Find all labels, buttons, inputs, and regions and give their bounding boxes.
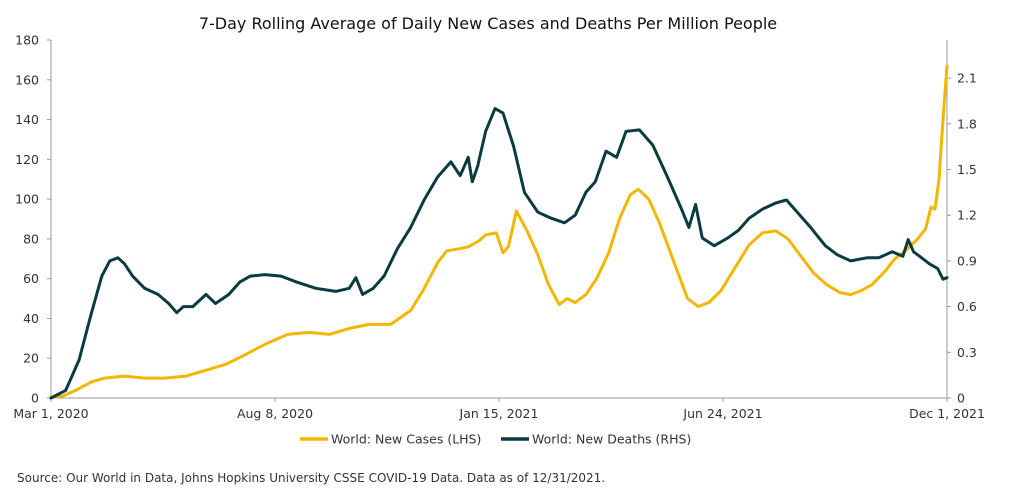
right-y-tick-label: 0.6	[957, 299, 977, 314]
left-y-tick-label: 20	[23, 351, 39, 366]
left-y-tick-label: 60	[23, 271, 39, 286]
right-y-tick-labels: 0 0.3 0.6 0.9 1.2 1.5 1.8 2.1	[947, 71, 977, 406]
legend-label-deaths: World: New Deaths (RHS)	[532, 432, 691, 447]
x-tick-labels: Mar 1, 2020 Aug 8, 2020 Jan 15, 2021 Jun 24…	[13, 398, 985, 421]
legend: World: New Cases (LHS) World: New Deaths…	[300, 432, 691, 447]
right-y-tick-label: 1.5	[957, 162, 977, 177]
right-y-tick-label: 0	[957, 391, 965, 406]
right-y-tick-label: 1.2	[957, 208, 977, 223]
left-y-tick-label: 160	[15, 72, 39, 87]
x-tick-label: Mar 1, 2020	[13, 406, 88, 421]
left-y-tick-label: 120	[15, 152, 39, 167]
series-line-new-cases	[49, 64, 949, 399]
series-layer	[49, 64, 949, 400]
series-line-new-deaths	[49, 107, 949, 400]
x-tick-label: Jan 15, 2021	[459, 406, 539, 421]
x-tick-label: Aug 8, 2020	[237, 406, 313, 421]
right-y-tick-label: 0.3	[957, 345, 977, 360]
right-y-tick-label: 2.1	[957, 71, 977, 86]
left-y-tick-label: 0	[31, 391, 39, 406]
left-y-tick-label: 180	[15, 33, 39, 48]
left-y-tick-label: 80	[23, 231, 39, 246]
x-tick-label: Dec 1, 2021	[909, 406, 985, 421]
left-y-tick-label: 100	[15, 192, 39, 207]
left-y-tick-labels: 0 20 40 60 80 100 120 140 160 180	[15, 33, 51, 406]
left-y-tick-label: 40	[23, 311, 39, 326]
right-y-tick-label: 1.8	[957, 116, 977, 131]
right-y-tick-label: 0.9	[957, 253, 977, 268]
axes	[50, 40, 948, 399]
x-tick-label: Jun 24, 2021	[682, 406, 762, 421]
chart-title: 7-Day Rolling Average of Daily New Cases…	[199, 14, 777, 33]
left-y-tick-label: 140	[15, 112, 39, 127]
legend-label-cases: World: New Cases (LHS)	[331, 432, 481, 447]
source-note: Source: Our World in Data, Johns Hopkins…	[17, 471, 605, 485]
